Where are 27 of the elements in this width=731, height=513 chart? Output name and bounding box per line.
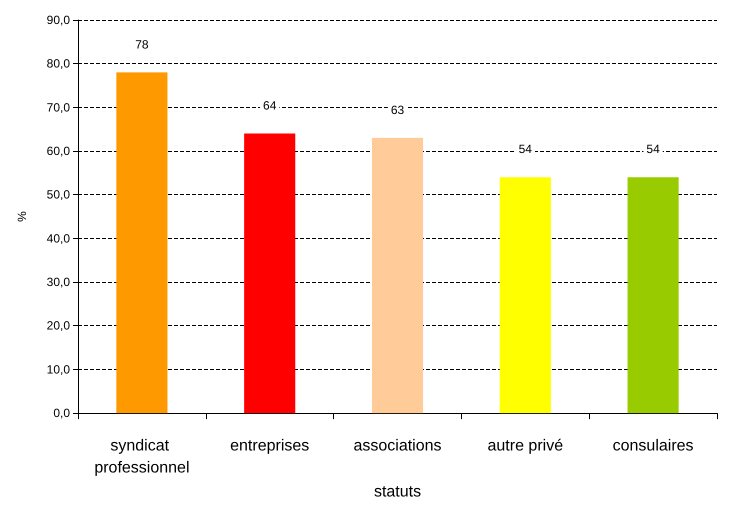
x-tick-label: autre privé [488, 438, 564, 455]
x-axis-title: statuts [374, 484, 422, 500]
bar [244, 134, 296, 414]
bar [500, 177, 551, 414]
bar [628, 177, 679, 414]
data-label: 54 [646, 142, 660, 156]
x-tick-label: consulaires [612, 438, 694, 455]
y-tick-label: 10,0 [46, 362, 70, 376]
x-tick-label: syndicat professionnel [94, 438, 190, 477]
y-tick-label: 50,0 [46, 188, 70, 202]
data-label: 78 [135, 37, 149, 52]
y-tick-label: 60,0 [46, 144, 70, 158]
y-tick-label: 0,0 [53, 406, 70, 420]
bar [116, 72, 168, 414]
y-tick-label: 90,0 [46, 13, 70, 27]
data-label: 54 [518, 142, 532, 156]
bar [372, 138, 424, 414]
x-tick-label: associations [353, 438, 442, 455]
y-tick-label: 30,0 [46, 275, 70, 290]
y-tick-label: 20,0 [46, 318, 70, 333]
x-tick-label: entreprises [230, 438, 310, 455]
y-axis-title: % [15, 210, 29, 222]
data-label: 64 [263, 98, 277, 113]
y-tick-label: 80,0 [46, 56, 70, 71]
data-label: 63 [390, 102, 404, 117]
y-tick-label: 40,0 [46, 231, 70, 246]
y-tick-label: 70,0 [46, 100, 70, 114]
